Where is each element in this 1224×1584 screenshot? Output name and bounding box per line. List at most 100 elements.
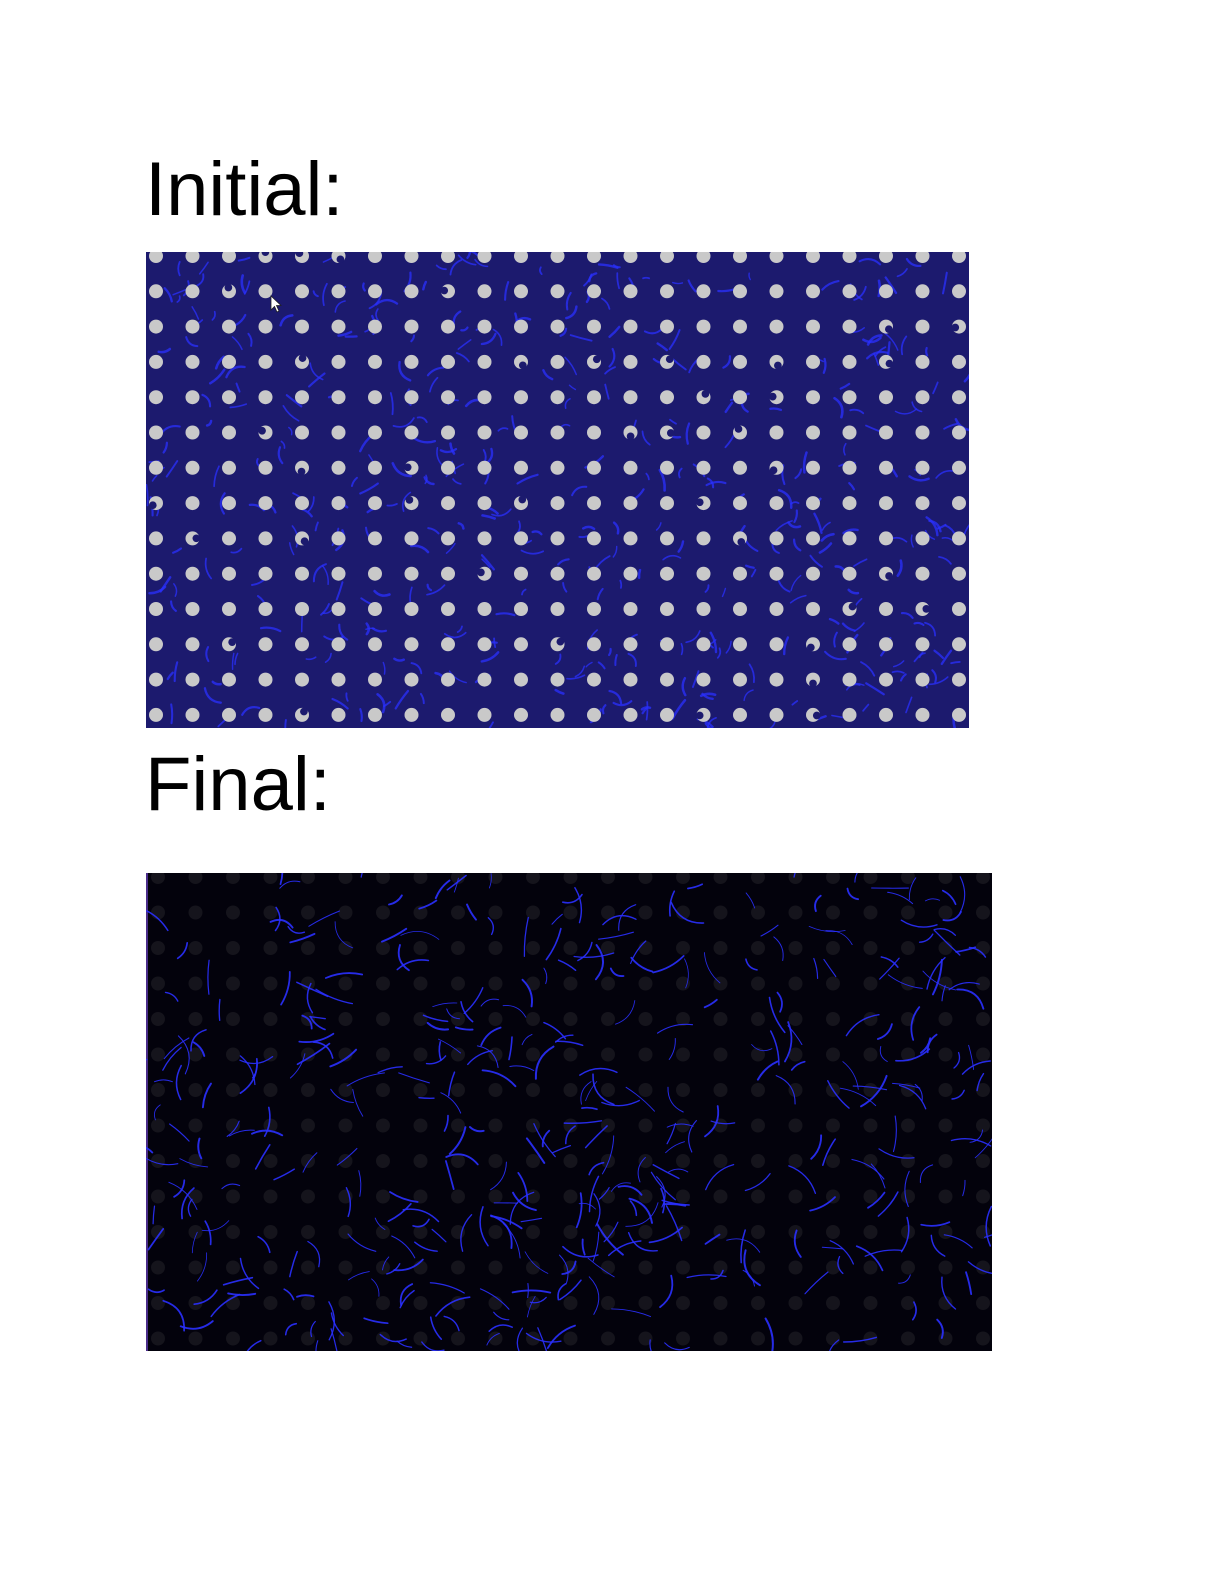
- pillar-dot: [696, 460, 711, 475]
- pillar-dot: [952, 531, 966, 546]
- filament-strand: [650, 1171, 676, 1201]
- filament-strand: [362, 282, 366, 292]
- pillar-dot: [623, 496, 638, 511]
- pillar-dot: [488, 873, 503, 884]
- filament-strand: [324, 652, 332, 663]
- pillar-dot: [863, 873, 878, 884]
- pillar-dot: [258, 602, 273, 616]
- filament-strand: [790, 1060, 806, 1071]
- filament-strand: [976, 1072, 985, 1092]
- pillar-dot: [863, 1047, 878, 1062]
- filament-strand: [900, 611, 914, 619]
- filament-strand: [898, 1084, 927, 1110]
- pillar-notch: [403, 463, 412, 472]
- pillar-dot: [733, 602, 747, 616]
- filament-strand: [842, 1061, 859, 1090]
- filament-strand: [575, 1192, 583, 1229]
- pillar-dot: [788, 1331, 803, 1346]
- pillar-dot: [222, 252, 236, 263]
- filament-strand: [329, 1048, 358, 1068]
- filament-strand: [180, 1187, 195, 1220]
- pillar-dot: [488, 1083, 503, 1097]
- filament-strand: [241, 706, 261, 716]
- filament-strand: [950, 660, 961, 665]
- filament-strand: [961, 1060, 991, 1075]
- filament-strand: [768, 996, 786, 1034]
- pillar-dot: [638, 1260, 653, 1275]
- filament-strand: [908, 877, 917, 901]
- pillar-dot: [788, 1154, 803, 1168]
- pillar-dot: [331, 319, 346, 334]
- pillar-dot: [788, 1083, 803, 1097]
- pillar-dot: [623, 354, 638, 369]
- pillar-dot: [806, 531, 820, 546]
- filament-strand: [685, 422, 691, 445]
- pillar-dot: [404, 390, 419, 405]
- pillar-dot: [295, 319, 309, 334]
- filament-strand: [750, 568, 757, 578]
- pillar-dot: [188, 1083, 203, 1097]
- filament-strand: [873, 352, 880, 366]
- pillar-dot: [222, 672, 236, 687]
- pillar-dot: [151, 1296, 165, 1310]
- filament-strand: [551, 1144, 572, 1154]
- pillar-dot: [222, 531, 236, 546]
- pillar-dot: [185, 252, 200, 263]
- filament-strand: [609, 967, 625, 977]
- pillar-dot: [258, 354, 273, 369]
- filament-strand: [962, 1179, 966, 1197]
- pillar-dot: [526, 1260, 540, 1275]
- pillar-dot: [601, 1154, 615, 1168]
- pillar-dot: [149, 425, 163, 440]
- pillar-dot: [623, 602, 638, 616]
- pillar-dot: [938, 1118, 953, 1133]
- pillar-dot: [149, 319, 163, 334]
- filament-strand: [616, 272, 620, 290]
- pillar-dot: [550, 390, 565, 405]
- filament-strand: [855, 1245, 884, 1272]
- pillar-dot: [713, 1012, 728, 1026]
- pillar-dot: [331, 496, 346, 511]
- pillar-notch: [806, 643, 815, 652]
- filament-strand: [422, 280, 428, 291]
- pillar-dot: [751, 1154, 765, 1168]
- pillar-dot: [952, 602, 966, 616]
- filament-strand: [412, 1218, 430, 1228]
- pillar-dot: [938, 1189, 953, 1204]
- pillar-dot: [441, 390, 455, 405]
- pillar-dot: [413, 1331, 428, 1346]
- filament-strand: [839, 1087, 877, 1107]
- filament-strand: [748, 663, 755, 684]
- pillar-dot: [696, 566, 711, 581]
- filament-strand: [555, 1034, 574, 1043]
- filament-strand: [744, 1172, 771, 1192]
- pillar-dot: [263, 1260, 278, 1275]
- filament-strand: [502, 1005, 527, 1018]
- pillar-dot: [550, 319, 565, 334]
- pillar-dot: [550, 354, 565, 369]
- filament-strand: [347, 1233, 377, 1252]
- pillar-dot: [563, 941, 578, 955]
- filament-strand: [345, 692, 349, 702]
- filament-strand: [601, 1135, 615, 1175]
- filament-strand: [669, 418, 677, 425]
- pillar-dot: [638, 1296, 653, 1310]
- filament-strand: [307, 1240, 321, 1268]
- pillar-dot: [563, 1260, 578, 1275]
- pillar-dot: [915, 460, 930, 475]
- pillar-dot: [404, 672, 419, 687]
- filament-strand: [363, 1317, 389, 1325]
- filament-strand: [820, 532, 835, 542]
- filament-strand: [874, 346, 887, 358]
- filament-strand: [376, 693, 386, 714]
- pillar-dot: [623, 284, 638, 299]
- pillar-dot: [477, 425, 492, 440]
- filament-strand: [193, 1289, 218, 1306]
- filament-strand: [592, 1231, 600, 1262]
- filament-strand: [226, 1120, 240, 1137]
- filament-strand: [146, 1146, 154, 1154]
- filament-strand: [204, 557, 213, 580]
- filament-strand: [852, 1085, 888, 1091]
- pillar-dot: [587, 566, 601, 581]
- pillar-dot: [713, 1189, 728, 1204]
